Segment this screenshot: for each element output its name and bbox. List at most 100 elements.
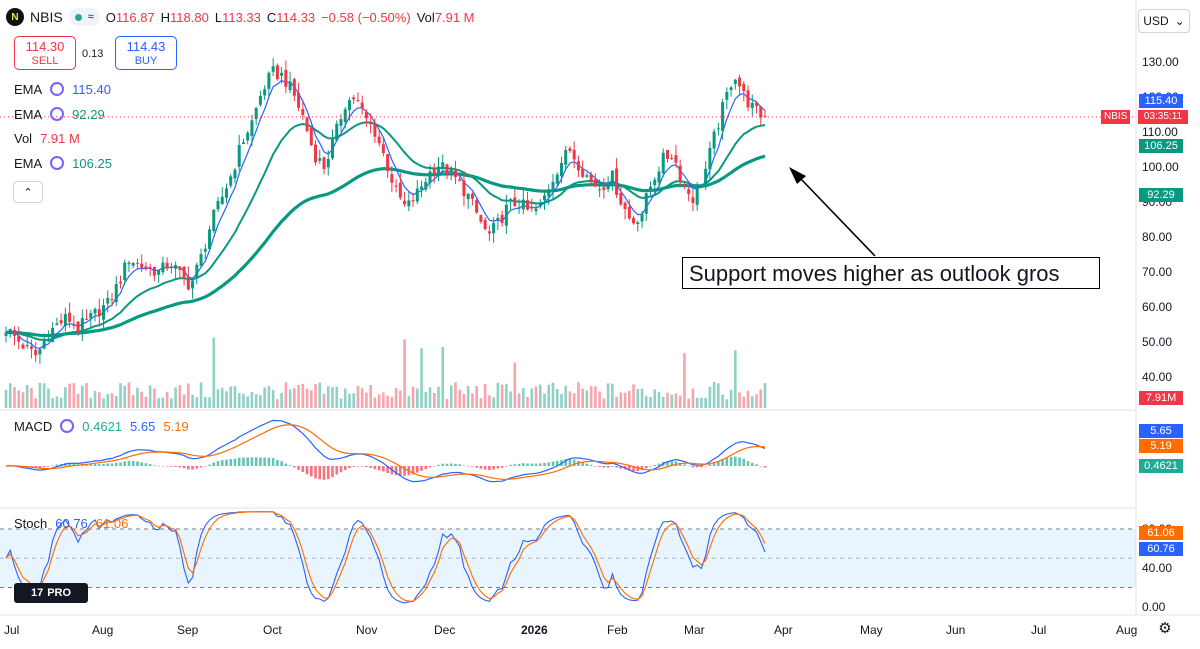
- candle: [314, 140, 318, 166]
- legend-macd[interactable]: MACD 0.4621 5.65 5.19: [14, 418, 189, 434]
- ema3-price-label: 106.25: [1139, 139, 1183, 153]
- candle-body: [619, 192, 623, 205]
- candle-body: [271, 66, 275, 72]
- legend-ema-1[interactable]: EMA 115.40: [14, 81, 111, 97]
- candle-body: [632, 217, 636, 224]
- macd-histogram-bar: [483, 466, 487, 470]
- volume-bar: [8, 383, 12, 408]
- candle-body: [309, 127, 313, 146]
- candle-body: [547, 189, 551, 197]
- volume-bar: [602, 398, 606, 408]
- volume-bar: [148, 385, 152, 408]
- volume-bar: [653, 389, 657, 408]
- volume-bar: [47, 388, 50, 408]
- macd-histogram-bar: [394, 466, 398, 475]
- volume-bar: [704, 397, 707, 408]
- volume-bar: [763, 383, 767, 408]
- macd-histogram-bar: [250, 457, 254, 466]
- collapse-legend-button[interactable]: ⌃: [13, 181, 43, 203]
- candle-body: [106, 297, 110, 304]
- macd-histogram-bar: [4, 466, 8, 467]
- candle-body: [610, 170, 614, 181]
- candle-body: [63, 314, 67, 326]
- currency-selector[interactable]: USD ⌄: [1138, 9, 1190, 33]
- ohlc-values: O116.87 H118.80 L113.33 C114.33 −0.58 (−…: [105, 9, 475, 25]
- indicator-settings-icon[interactable]: [50, 156, 65, 170]
- volume-bar: [187, 383, 190, 408]
- macd-histogram-bar: [386, 466, 389, 473]
- candle-body: [415, 188, 419, 202]
- volume-bar: [543, 393, 546, 408]
- candle-body: [254, 107, 258, 120]
- legend-ema-3[interactable]: EMA 106.25: [14, 155, 112, 171]
- volume-bar: [717, 383, 720, 408]
- candle: [322, 156, 326, 175]
- volume-bar: [441, 347, 445, 408]
- macd-histogram-bar: [526, 463, 529, 466]
- legend-ema-2[interactable]: EMA 92.29: [14, 106, 105, 122]
- candle-body: [449, 169, 453, 172]
- candle: [733, 78, 737, 90]
- status-pill[interactable]: ≈: [68, 8, 100, 26]
- volume-bar: [97, 392, 101, 408]
- indicator-settings-icon[interactable]: [50, 82, 65, 96]
- macd-histogram-bar: [199, 466, 203, 468]
- candle: [284, 60, 288, 94]
- macd-histogram-bar: [34, 466, 37, 469]
- candle: [80, 309, 84, 342]
- candle: [572, 141, 576, 168]
- volume-bar: [657, 391, 661, 408]
- candle-body: [398, 182, 402, 198]
- annotation-text-box[interactable]: Support moves higher as outlook gros: [682, 257, 1100, 289]
- macd-histogram-bar: [195, 466, 199, 469]
- ema1-price-label: 115.40: [1139, 94, 1183, 108]
- macd-histogram-bar: [237, 457, 241, 466]
- chart-settings-icon[interactable]: ⚙: [1158, 620, 1172, 637]
- volume-bar: [178, 385, 182, 408]
- volume-bar: [458, 389, 462, 408]
- volume-bar: [21, 392, 25, 408]
- legend-volume[interactable]: Vol 7.91 M: [14, 130, 80, 146]
- candle-body: [102, 305, 106, 320]
- volume-bar: [233, 386, 237, 408]
- candle: [725, 87, 729, 110]
- indicator-settings-icon[interactable]: [50, 107, 65, 121]
- candle: [759, 105, 763, 126]
- volume-bar: [700, 397, 703, 408]
- candle-body: [403, 200, 407, 205]
- candle-body: [513, 197, 517, 206]
- candle-body: [292, 79, 296, 96]
- volume-bar: [517, 393, 521, 408]
- macd-histogram-bar: [157, 465, 160, 467]
- stoch-tick: 40.00: [1142, 561, 1173, 575]
- candle: [538, 199, 542, 209]
- candle: [258, 90, 262, 107]
- volume-bar: [725, 399, 729, 408]
- date-tick: 2026: [521, 623, 548, 637]
- candle: [38, 348, 42, 364]
- macd-histogram-bar: [276, 459, 279, 466]
- candle: [551, 174, 555, 200]
- candle: [280, 67, 284, 84]
- candle-body: [305, 117, 309, 132]
- volume-bar: [509, 391, 512, 408]
- candle-body: [237, 145, 241, 167]
- macd-histogram-bar: [225, 459, 228, 466]
- indicator-settings-icon[interactable]: [60, 419, 75, 433]
- macd-histogram-bar: [110, 463, 114, 466]
- volume-bar: [195, 397, 199, 408]
- volume-bar: [513, 362, 517, 408]
- candle-body: [140, 263, 144, 268]
- candle: [123, 259, 127, 286]
- buy-button[interactable]: 114.43 BUY: [115, 36, 177, 70]
- candle-body: [593, 179, 597, 187]
- volume-bar: [420, 348, 423, 408]
- candle-body: [665, 149, 669, 159]
- macd-histogram-bar: [763, 466, 767, 468]
- sell-button[interactable]: 114.30 SELL: [14, 36, 76, 70]
- macd-histogram-bar: [416, 466, 419, 473]
- legend-stoch[interactable]: Stoch 60.76 61.06: [14, 515, 129, 531]
- candle-body: [314, 144, 318, 163]
- symbol-name[interactable]: NBIS: [30, 9, 63, 25]
